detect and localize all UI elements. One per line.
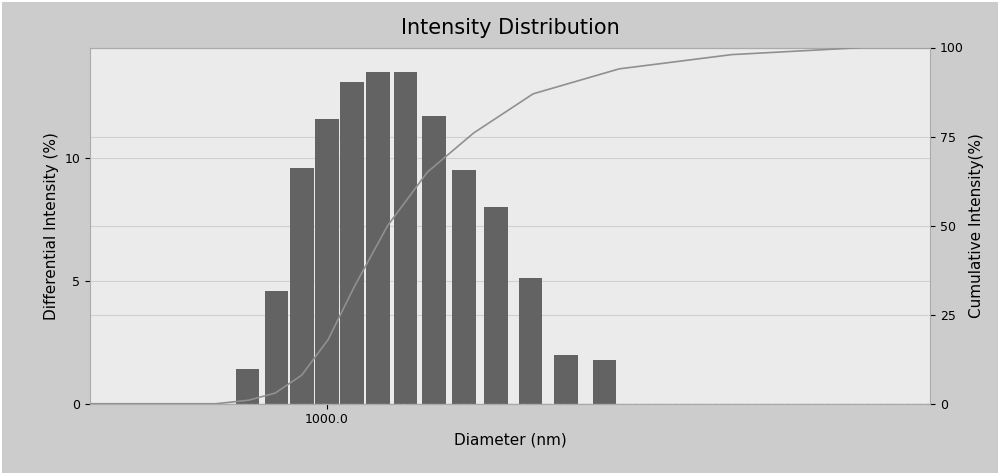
Bar — [554, 355, 578, 404]
Bar — [236, 370, 259, 404]
Bar — [484, 207, 508, 404]
Bar — [366, 72, 390, 404]
Y-axis label: Cumulative Intensity(%): Cumulative Intensity(%) — [969, 133, 984, 318]
Bar — [422, 116, 446, 404]
Title: Intensity Distribution: Intensity Distribution — [401, 18, 619, 38]
Bar — [593, 360, 616, 404]
Bar — [394, 72, 417, 404]
Bar — [315, 119, 339, 404]
Bar — [340, 82, 364, 404]
Bar — [265, 291, 288, 404]
X-axis label: Diameter (nm): Diameter (nm) — [454, 432, 566, 447]
Bar — [290, 168, 314, 404]
Y-axis label: Differential Intensity (%): Differential Intensity (%) — [44, 132, 59, 320]
Bar — [519, 278, 542, 404]
Bar — [452, 171, 476, 404]
